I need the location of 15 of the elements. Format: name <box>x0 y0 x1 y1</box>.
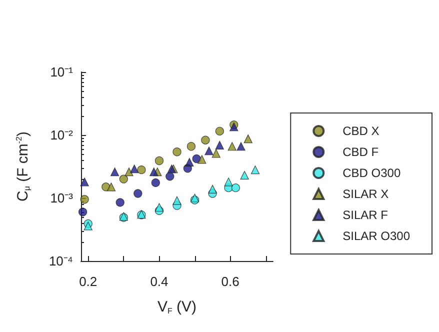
x-tick-label: 0.6 <box>221 274 240 289</box>
legend-label: SILAR O300 <box>342 229 410 243</box>
y-axis-title: Cμ (F cm-2) <box>14 131 32 202</box>
x-axis-title: VF (V) <box>157 298 197 316</box>
x-tick-label: 0.4 <box>150 274 168 289</box>
y-tick-label: 10⁻¹ <box>50 64 74 80</box>
y-tick-label: 10⁻³ <box>50 190 74 206</box>
y-tick-label: 10⁻² <box>50 128 74 142</box>
legend-label: CBD O300 <box>342 166 401 180</box>
legend-label: SILAR F <box>342 208 388 222</box>
legend-label: SILAR X <box>342 187 389 201</box>
x-tick-label: 0.2 <box>79 274 98 289</box>
y-tick-label: 10⁻⁴ <box>48 254 73 268</box>
legend-label: CBD F <box>342 145 379 159</box>
legend-label: CBD X <box>342 124 380 138</box>
